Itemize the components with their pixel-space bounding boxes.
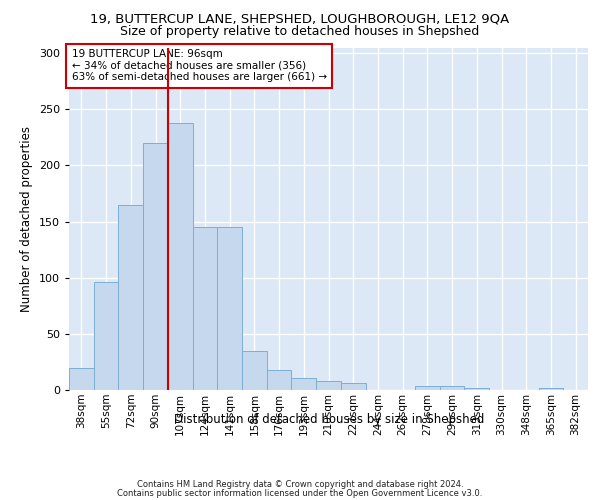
Bar bbox=[341, 384, 365, 390]
Bar bbox=[217, 227, 242, 390]
Bar bbox=[539, 388, 563, 390]
Bar bbox=[267, 370, 292, 390]
Bar bbox=[69, 368, 94, 390]
Bar bbox=[168, 122, 193, 390]
Bar bbox=[242, 350, 267, 390]
Text: Contains HM Land Registry data © Crown copyright and database right 2024.: Contains HM Land Registry data © Crown c… bbox=[137, 480, 463, 489]
Bar bbox=[94, 282, 118, 390]
Text: Size of property relative to detached houses in Shepshed: Size of property relative to detached ho… bbox=[121, 25, 479, 38]
Text: 19 BUTTERCUP LANE: 96sqm
← 34% of detached houses are smaller (356)
63% of semi-: 19 BUTTERCUP LANE: 96sqm ← 34% of detach… bbox=[71, 49, 327, 82]
Bar bbox=[193, 227, 217, 390]
Y-axis label: Number of detached properties: Number of detached properties bbox=[20, 126, 33, 312]
Text: 19, BUTTERCUP LANE, SHEPSHED, LOUGHBOROUGH, LE12 9QA: 19, BUTTERCUP LANE, SHEPSHED, LOUGHBOROU… bbox=[91, 12, 509, 26]
Bar bbox=[316, 381, 341, 390]
Bar bbox=[440, 386, 464, 390]
Bar bbox=[292, 378, 316, 390]
Bar bbox=[143, 143, 168, 390]
Bar bbox=[415, 386, 440, 390]
Bar bbox=[464, 388, 489, 390]
Bar bbox=[118, 204, 143, 390]
Text: Distribution of detached houses by size in Shepshed: Distribution of detached houses by size … bbox=[173, 412, 484, 426]
Text: Contains public sector information licensed under the Open Government Licence v3: Contains public sector information licen… bbox=[118, 488, 482, 498]
